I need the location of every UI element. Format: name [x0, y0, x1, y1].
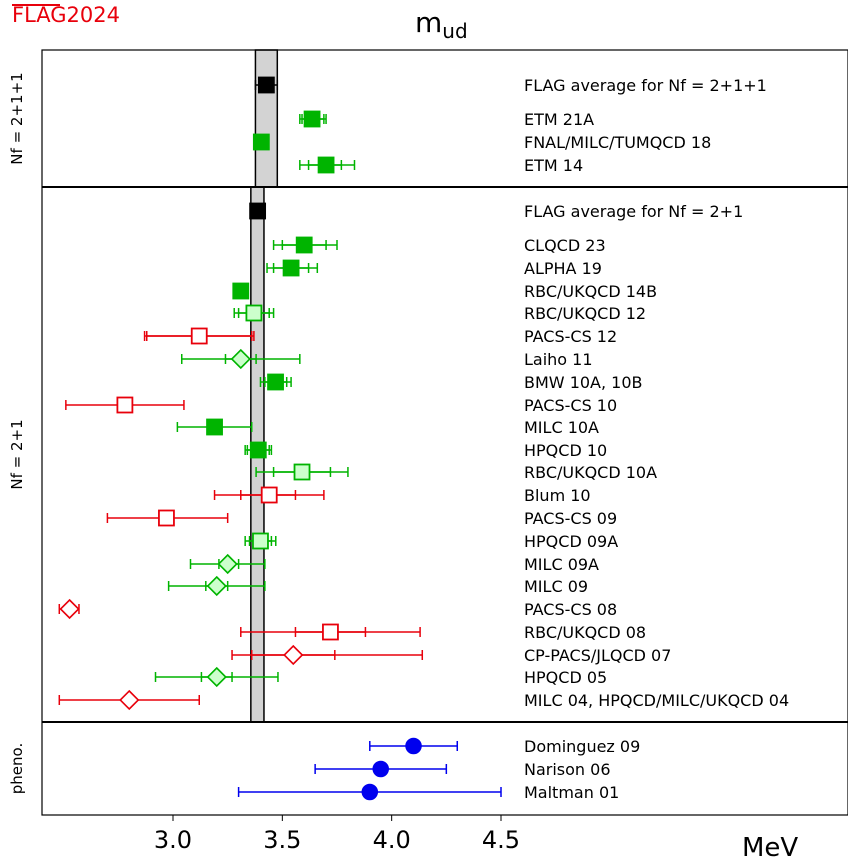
entry-label: Laiho 11	[524, 350, 593, 369]
panel-label-nf211: Nf = 2+1+1	[8, 72, 26, 164]
entry-label: FNAL/MILC/TUMQCD 18	[524, 133, 711, 152]
data-point-square	[252, 532, 269, 550]
flag-logo: FLAG2024	[12, 3, 120, 27]
data-point-diamond	[217, 553, 238, 575]
entry-label: Maltman 01	[524, 783, 619, 802]
entry-label: MILC 09A	[524, 555, 599, 574]
entry-label: RBC/UKQCD 08	[524, 623, 646, 642]
entry-label: Blum 10	[524, 486, 591, 505]
data-point-square	[249, 441, 267, 459]
panel-label-pheno: pheno.	[8, 743, 26, 794]
panel-labels: Nf = 2+1+1 Nf = 2+1 pheno.	[8, 72, 26, 794]
data-point-square	[295, 236, 313, 254]
entry-label: RBC/UKQCD 12	[524, 304, 646, 323]
data-point-diamond	[119, 689, 140, 711]
data-point-diamond	[206, 666, 227, 688]
entry-label: MILC 09	[524, 577, 588, 596]
data-point-circle	[361, 783, 379, 801]
entry-label: ALPHA 19	[524, 259, 602, 278]
entry-label: CLQCD 23	[524, 236, 606, 255]
flag-brand-text: FLAG	[12, 3, 67, 27]
data-point-diamond	[206, 575, 227, 597]
data-point-square	[206, 418, 223, 436]
entry-label: PACS-CS 12	[524, 327, 617, 346]
panel-label-nf21: Nf = 2+1	[8, 419, 26, 489]
data-point-square	[293, 463, 311, 481]
entry-label: Dominguez 09	[524, 737, 640, 756]
plot-frame	[41, 49, 848, 816]
entry-label: ETM 21A	[524, 110, 594, 129]
data-point-square	[260, 486, 278, 504]
entry-label: ETM 14	[524, 156, 583, 175]
data-point-square	[158, 509, 175, 527]
data-point-square	[257, 76, 275, 94]
data-point-square	[190, 327, 208, 345]
data-point-diamond	[230, 348, 251, 370]
x-tick-label: 4.5	[482, 826, 520, 854]
entry-label: FLAG average for Nf = 2+1+1	[524, 76, 767, 95]
entry-label: MILC 04, HPQCD/MILC/UKQCD 04	[524, 691, 789, 710]
data-point-diamond	[283, 644, 304, 666]
entry-label: FLAG average for Nf = 2+1	[524, 202, 743, 221]
x-tick-label: 4.0	[373, 826, 411, 854]
data-point-square	[317, 156, 335, 174]
data-point-circle	[405, 737, 422, 755]
data-point-square	[249, 202, 267, 220]
entry-label: HPQCD 09A	[524, 532, 618, 551]
entry-label: PACS-CS 08	[524, 600, 617, 619]
entry-label: RBC/UKQCD 14B	[524, 282, 657, 301]
data-point-square	[282, 259, 300, 277]
data-point-square	[116, 396, 134, 414]
entry-label: HPQCD 10	[524, 441, 607, 460]
data-point-square	[245, 304, 263, 322]
entry-label: BMW 10A, 10B	[524, 373, 643, 392]
entry-label: CP-PACS/JLQCD 07	[524, 646, 671, 665]
data-point-diamond	[59, 598, 80, 620]
entry-label: HPQCD 05	[524, 668, 607, 687]
entry-labels: FLAG average for Nf = 2+1+1 ETM 21A FNAL/M…	[524, 76, 789, 802]
x-axis-unit: MeV	[742, 833, 798, 862]
x-axis: 3.0 3.5 4.0 4.5	[154, 815, 520, 854]
entry-label: MILC 10A	[524, 418, 599, 437]
data-point-square	[267, 373, 284, 391]
data-point-circle	[372, 760, 389, 778]
data-point-square	[252, 133, 270, 151]
average-band-nf211	[254, 49, 279, 188]
entry-label: PACS-CS 09	[524, 509, 617, 528]
axes-frame	[41, 49, 848, 816]
chart-title: mud	[415, 6, 468, 43]
data-point-square	[303, 110, 321, 128]
entry-label: Narison 06	[524, 760, 611, 779]
data-point-square	[232, 282, 250, 300]
data-marks	[58, 76, 502, 801]
entry-label: PACS-CS 10	[524, 396, 617, 415]
x-tick-label: 3.0	[154, 826, 192, 854]
data-point-square	[322, 623, 339, 641]
x-tick-label: 3.5	[263, 826, 301, 854]
flag-year-text: 2024	[67, 3, 120, 27]
entry-label: RBC/UKQCD 10A	[524, 463, 657, 482]
